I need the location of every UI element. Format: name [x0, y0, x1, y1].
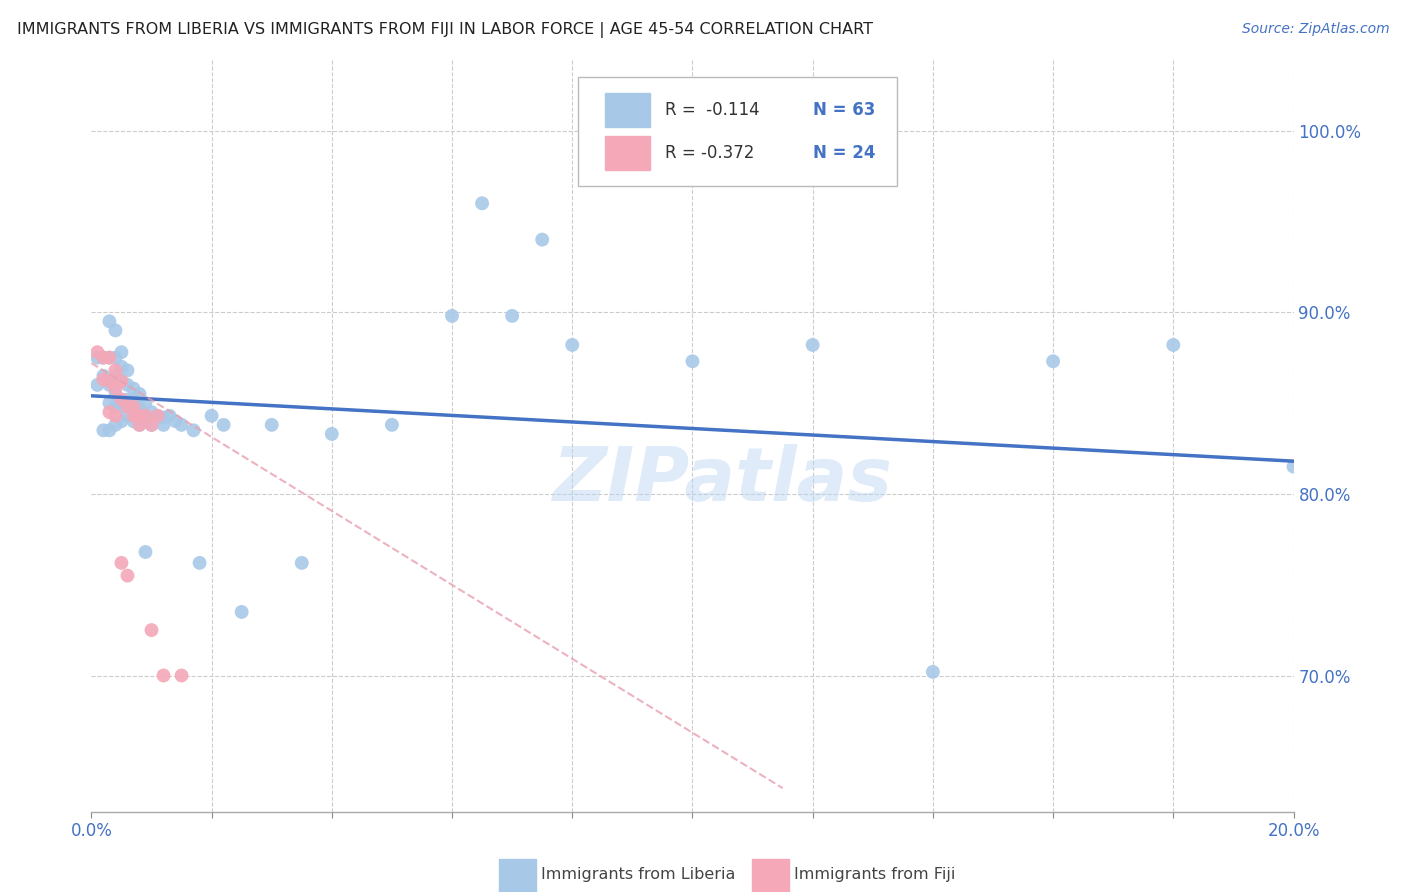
Point [212, 417, 235, 432]
Point [93, 423, 115, 437]
Point [110, 556, 132, 570]
Point [98, 314, 121, 328]
Point [152, 417, 174, 432]
Point [183, 423, 205, 437]
Point [117, 392, 139, 407]
Point [110, 374, 132, 388]
Point [260, 417, 283, 432]
Point [122, 409, 145, 423]
Point [134, 409, 156, 423]
Point [801, 338, 824, 352]
Bar [605, 94, 651, 128]
Text: IMMIGRANTS FROM LIBERIA VS IMMIGRANTS FROM FIJI IN LABOR FORCE | AGE 45-54 CORRE: IMMIGRANTS FROM LIBERIA VS IMMIGRANTS FR… [17, 22, 873, 38]
Point [146, 409, 169, 423]
Bar [605, 136, 651, 169]
Point [170, 668, 193, 682]
Text: Source: ZipAtlas.com: Source: ZipAtlas.com [1241, 22, 1389, 37]
Text: R = -0.372: R = -0.372 [665, 144, 754, 161]
Point [104, 368, 127, 383]
Point [117, 568, 139, 582]
Point [93, 351, 115, 365]
Point [86, 351, 108, 365]
Point [231, 605, 253, 619]
Point [104, 387, 127, 401]
Text: Immigrants from Liberia: Immigrants from Liberia [541, 867, 735, 881]
Point [128, 409, 150, 423]
Point [86, 345, 108, 359]
Text: N = 24: N = 24 [813, 144, 875, 161]
Point [117, 409, 139, 423]
Point [98, 378, 121, 392]
Point [104, 409, 127, 423]
Point [152, 668, 174, 682]
Point [110, 374, 132, 388]
Text: N = 63: N = 63 [813, 102, 875, 120]
Point [110, 400, 132, 414]
Point [110, 392, 132, 407]
Point [134, 545, 156, 559]
Point [128, 400, 150, 414]
Point [188, 556, 211, 570]
Point [117, 400, 139, 414]
Point [152, 410, 174, 425]
Point [291, 556, 314, 570]
Point [170, 417, 193, 432]
Point [122, 400, 145, 414]
Point [141, 417, 163, 432]
Point [1282, 459, 1305, 474]
Point [122, 414, 145, 428]
Point [98, 351, 121, 365]
Point [122, 392, 145, 407]
Point [471, 196, 494, 211]
Point [98, 374, 121, 388]
Point [93, 372, 115, 386]
Point [501, 309, 523, 323]
Point [1161, 338, 1184, 352]
Point [93, 351, 115, 365]
Point [159, 409, 181, 423]
Point [561, 338, 583, 352]
Point [141, 417, 163, 432]
Point [98, 396, 121, 410]
Point [922, 665, 945, 679]
Point [146, 409, 169, 423]
Point [531, 233, 554, 247]
Text: ZIPatlas: ZIPatlas [553, 443, 893, 516]
Point [141, 405, 163, 419]
Point [110, 345, 132, 359]
Point [440, 309, 463, 323]
Point [381, 417, 404, 432]
Point [104, 382, 127, 396]
Point [98, 423, 121, 437]
Point [117, 378, 139, 392]
Point [134, 396, 156, 410]
Point [98, 351, 121, 365]
Point [117, 363, 139, 377]
Point [128, 417, 150, 432]
Text: Immigrants from Fiji: Immigrants from Fiji [794, 867, 956, 881]
Point [98, 405, 121, 419]
Point [104, 323, 127, 337]
Point [122, 382, 145, 396]
Point [122, 401, 145, 416]
Point [104, 363, 127, 377]
Point [104, 400, 127, 414]
Point [201, 409, 224, 423]
Point [128, 417, 150, 432]
Point [321, 426, 343, 441]
FancyBboxPatch shape [578, 77, 897, 186]
Point [110, 414, 132, 428]
Point [110, 359, 132, 374]
Point [1042, 354, 1064, 368]
Point [134, 409, 156, 423]
Text: R =  -0.114: R = -0.114 [665, 102, 759, 120]
Point [86, 378, 108, 392]
Point [681, 354, 703, 368]
Point [128, 387, 150, 401]
Point [104, 351, 127, 365]
Point [141, 623, 163, 637]
Point [104, 417, 127, 432]
Point [165, 414, 187, 428]
Point [93, 368, 115, 383]
